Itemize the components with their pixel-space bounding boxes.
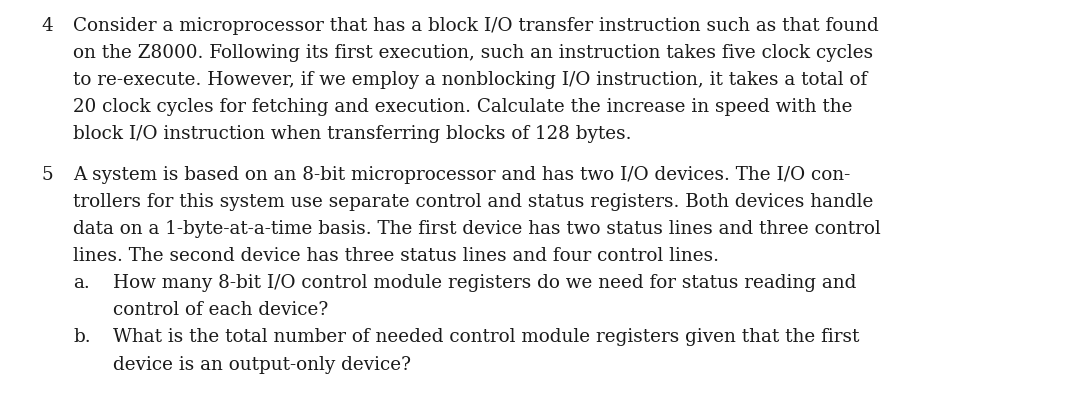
Text: 20 clock cycles for fetching and execution. Calculate the increase in speed with: 20 clock cycles for fetching and executi… [73,98,853,116]
Text: data on a 1-byte-at-a-time basis. The first device has two status lines and thre: data on a 1-byte-at-a-time basis. The fi… [73,219,881,237]
Text: A system is based on an 8-bit microprocessor and has two I/O devices. The I/O co: A system is based on an 8-bit microproce… [73,165,851,183]
Text: block I/O instruction when transferring blocks of 128 bytes.: block I/O instruction when transferring … [73,125,632,142]
Text: b.: b. [73,328,91,346]
Text: control of each device?: control of each device? [113,301,328,318]
Text: What is the total number of needed control module registers given that the first: What is the total number of needed contr… [113,328,860,346]
Text: How many 8-bit I/O control module registers do we need for status reading and: How many 8-bit I/O control module regist… [113,273,856,292]
Text: device is an output-only device?: device is an output-only device? [113,355,411,373]
Text: to re-execute. However, if we employ a nonblocking I/O instruction, it takes a t: to re-execute. However, if we employ a n… [73,71,867,88]
Text: 5: 5 [41,165,53,183]
Text: on the Z8000. Following its first execution, such an instruction takes five cloc: on the Z8000. Following its first execut… [73,44,874,62]
Text: a.: a. [73,273,91,292]
Text: Consider a microprocessor that has a block I/O transfer instruction such as that: Consider a microprocessor that has a blo… [73,17,879,34]
Text: 4: 4 [41,17,53,34]
Text: lines. The second device has three status lines and four control lines.: lines. The second device has three statu… [73,247,719,264]
Text: trollers for this system use separate control and status registers. Both devices: trollers for this system use separate co… [73,192,874,210]
